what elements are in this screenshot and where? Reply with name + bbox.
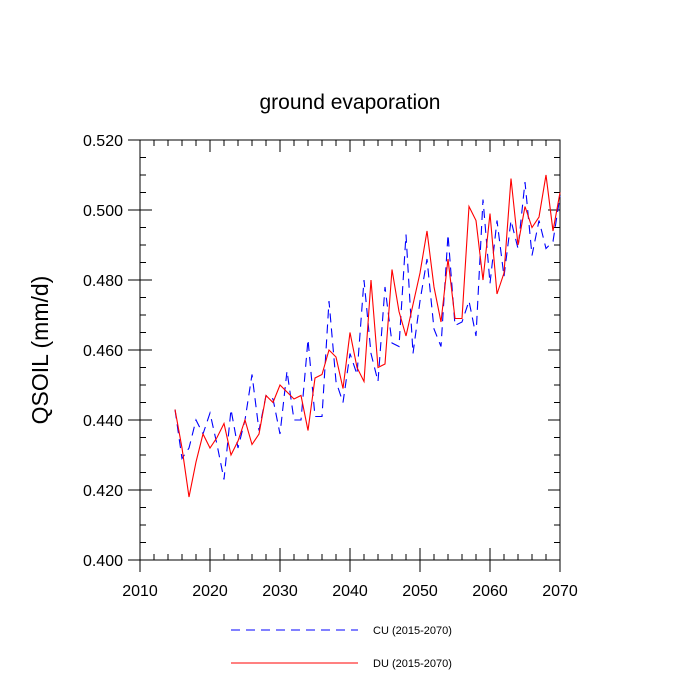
- x-tick-label: 2070: [542, 583, 578, 600]
- y-tick-label: 0.440: [83, 413, 123, 430]
- series-line-1: [174, 174, 561, 498]
- x-tick-label: 2050: [402, 583, 438, 600]
- x-tick-label: 2040: [332, 583, 368, 600]
- x-tick-label: 2010: [122, 583, 158, 600]
- x-tick-label: 2020: [192, 583, 228, 600]
- y-tick-label: 0.480: [83, 273, 123, 290]
- y-tick-label: 0.460: [83, 343, 123, 360]
- y-axis-label-group: QSOIL (mm/d): [27, 276, 53, 425]
- legend: CU (2015-2070) DU (2015-2070): [231, 625, 452, 670]
- y-axis-label: QSOIL (mm/d): [27, 276, 53, 425]
- x-tick-label: 2060: [472, 583, 508, 600]
- y-tick-label: 0.400: [83, 553, 123, 570]
- legend-label-0: CU (2015-2070): [373, 625, 452, 637]
- plot-frame: [139, 139, 561, 561]
- axis-ticks: [128, 139, 561, 572]
- x-tick-label: 2030: [262, 583, 298, 600]
- y-tick-label: 0.420: [83, 483, 123, 500]
- series-lines: [174, 174, 561, 498]
- y-tick-label: 0.520: [83, 133, 123, 150]
- axis-tick-labels: 2010 2020 2030 2040 2050 2060 2070 0.400 0.420 0.…: [83, 133, 578, 600]
- series-line-0: [174, 181, 561, 480]
- y-tick-label: 0.500: [83, 203, 123, 220]
- legend-label-1: DU (2015-2070): [373, 658, 452, 670]
- chart-title: ground evaporation: [260, 91, 441, 114]
